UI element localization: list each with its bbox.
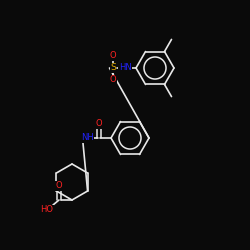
Text: O: O <box>56 182 62 190</box>
Text: HO: HO <box>40 206 54 214</box>
Text: NH: NH <box>80 134 94 142</box>
Text: S: S <box>110 64 116 72</box>
Text: O: O <box>110 76 116 84</box>
Text: O: O <box>110 52 116 60</box>
Text: HN: HN <box>119 64 132 72</box>
Text: O: O <box>96 120 102 128</box>
